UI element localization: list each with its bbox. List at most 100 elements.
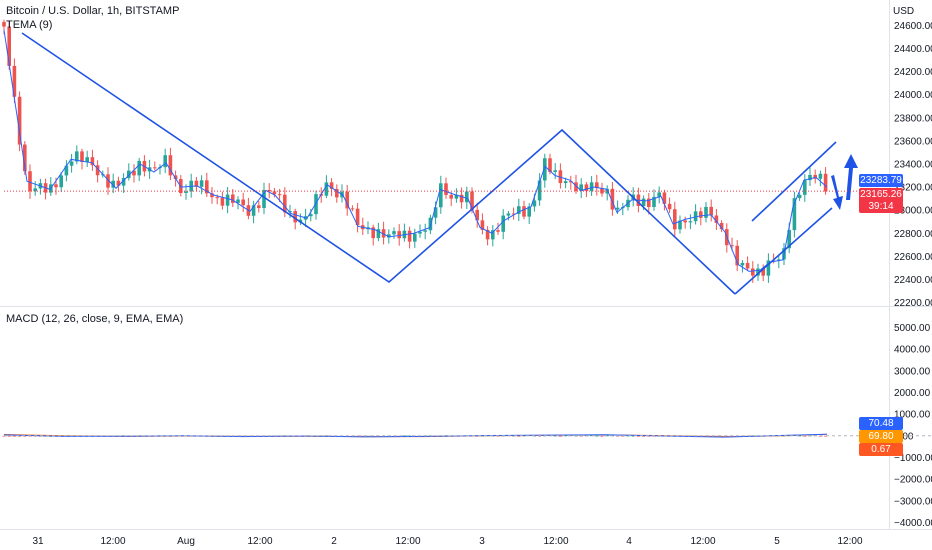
candle-body	[662, 192, 667, 204]
candle-body	[823, 173, 828, 192]
candle-body	[376, 229, 381, 239]
time-tick-label: 12:00	[395, 536, 420, 547]
candle-body	[735, 245, 739, 266]
candle-body	[137, 160, 141, 176]
macd-histogram-bar	[631, 435, 635, 437]
currency-label: USD	[893, 6, 915, 17]
time-tick-label: 5	[774, 536, 780, 547]
candle-body	[28, 171, 32, 192]
candle-body	[543, 158, 547, 181]
zigzag-trend-line	[21, 32, 736, 295]
time-tick-label: 4	[626, 536, 632, 547]
candle-body	[85, 157, 89, 162]
time-tick-label: 12:00	[837, 536, 862, 547]
macd-histogram-bar	[636, 435, 640, 437]
candle-body	[215, 197, 219, 199]
time-tick-label: Aug	[177, 536, 195, 547]
candle-body	[329, 182, 334, 189]
candle-body	[33, 188, 37, 192]
tema-price-tag: 23283.79	[859, 174, 903, 187]
macd-histogram-bar	[824, 435, 828, 437]
candle-body	[444, 183, 448, 195]
candle-body	[693, 211, 698, 222]
macd-histogram-bar	[12, 435, 16, 437]
candle-body	[132, 170, 136, 176]
macd-histogram-bar	[590, 435, 594, 437]
candle-body	[236, 199, 240, 203]
candle-body	[678, 220, 682, 230]
candle-body	[475, 209, 479, 221]
candle-body	[387, 234, 391, 238]
candle-body	[381, 229, 386, 238]
macd-histogram-bar	[605, 435, 609, 437]
candle-body	[7, 26, 11, 66]
candle-body	[730, 245, 734, 247]
candle-body	[283, 194, 287, 213]
candle-body	[153, 167, 157, 169]
candle-body	[288, 211, 292, 213]
macd-histogram-bar	[402, 435, 406, 437]
candle-body	[111, 180, 115, 188]
candle-body	[418, 231, 422, 234]
candle-body	[465, 191, 469, 203]
candle-body	[808, 174, 812, 181]
symbol-title: Bitcoin / U.S. Dollar, 1h, BITSTAMP	[6, 5, 180, 17]
candle-body	[485, 229, 490, 240]
candle-body	[314, 194, 318, 215]
price-tick-label: 22400.00	[894, 275, 932, 286]
candle-body	[709, 206, 713, 216]
candle-body	[423, 230, 427, 232]
candle-body	[392, 231, 396, 235]
candle-body	[12, 65, 17, 97]
candle-body	[335, 188, 339, 198]
price-tick-label: 22200.00	[894, 298, 932, 309]
candle-body	[480, 220, 485, 230]
channel-lower-line	[734, 207, 833, 295]
candle-body	[54, 184, 58, 188]
candle-body	[257, 205, 261, 209]
macd-legend: MACD (12, 26, close, 9, EMA, EMA)	[6, 313, 184, 325]
candle-body	[563, 181, 568, 184]
macd-tick-label: 5000.00	[894, 323, 931, 334]
macd-tick-label: −1000.00	[894, 453, 932, 464]
candle-body	[116, 180, 121, 186]
macd-line	[3, 433, 828, 438]
last-price-tag: 23165.26	[859, 188, 903, 201]
candle-body	[787, 230, 791, 249]
candle-body	[324, 182, 329, 196]
candle-body	[813, 174, 817, 179]
candle-body	[517, 206, 521, 214]
candle-body	[184, 191, 188, 194]
macd-histogram-bar	[595, 435, 599, 437]
candle-body	[506, 213, 511, 216]
candle-body	[454, 194, 459, 199]
time-tick-label: 12:00	[690, 536, 715, 547]
candle-body	[714, 215, 719, 223]
candle-body	[194, 180, 199, 187]
candle-body	[647, 198, 651, 208]
candle-body	[231, 194, 235, 203]
price-tick-label: 24200.00	[894, 67, 932, 78]
candle-body	[106, 174, 110, 188]
up-arrow	[844, 154, 858, 200]
macd-histogram-bar	[600, 435, 604, 437]
candle-body	[220, 197, 225, 206]
candle-body	[64, 165, 69, 176]
candle-body	[449, 194, 453, 199]
macd-histogram-bar	[564, 435, 568, 437]
price-tick-label: 23400.00	[894, 159, 932, 170]
macd-tick-label: −4000.00	[894, 518, 932, 529]
candle-body	[792, 198, 797, 231]
candle-body	[23, 144, 27, 172]
price-tick-label: 23000.00	[894, 206, 932, 217]
macd-histogram-bar	[7, 435, 11, 437]
price-tick-label: 22800.00	[894, 229, 932, 240]
candle-body	[584, 184, 589, 192]
candle-body	[350, 208, 355, 210]
candle-body	[241, 199, 245, 206]
macd-tick-label: 0.00	[894, 431, 914, 442]
macd-histogram-bar	[798, 435, 802, 437]
price-tick-label: 23800.00	[894, 113, 932, 124]
